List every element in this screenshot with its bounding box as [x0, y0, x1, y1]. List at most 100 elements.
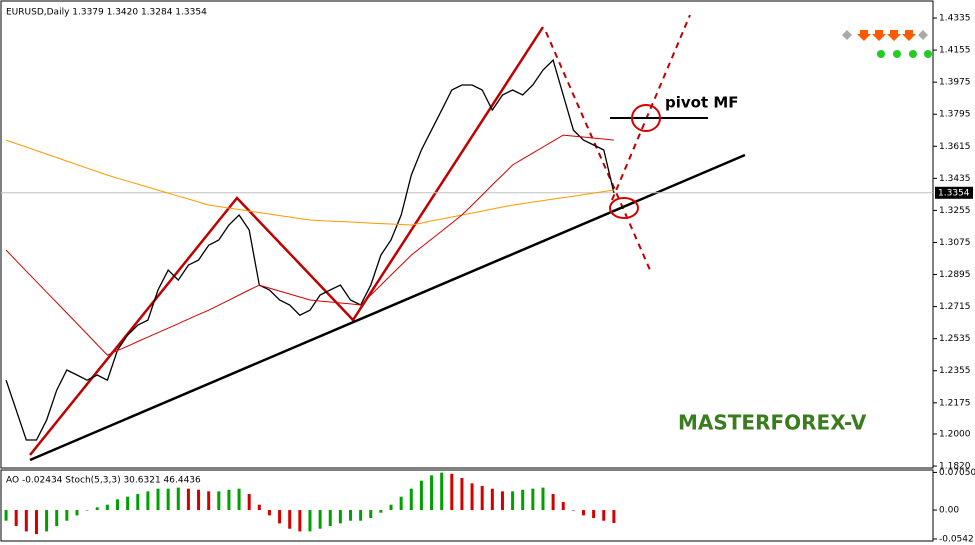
y-tick-label: 1.3615	[939, 142, 971, 152]
ao-bar	[318, 510, 322, 529]
ao-bar	[490, 488, 494, 511]
arrow-icon	[887, 30, 901, 41]
y-tick-label: 1.2355	[939, 366, 971, 376]
ao-bar	[207, 491, 211, 511]
ao-bar	[24, 510, 28, 532]
zigzag	[29, 26, 545, 456]
sub-frame	[0, 469, 934, 542]
ao-bar	[136, 494, 140, 511]
price-marker-label: 1.3354	[938, 188, 970, 198]
signal-icons	[842, 30, 932, 58]
moving-average	[5, 134, 614, 356]
ao-bar	[500, 491, 504, 511]
ao-bar	[75, 510, 79, 516]
ao-bar	[55, 510, 59, 527]
dashed-line	[611, 14, 691, 201]
y-tick-label: 0.07050	[939, 468, 975, 478]
ao-bar	[592, 510, 596, 519]
ao-bar	[328, 510, 332, 527]
ao-bar	[612, 510, 616, 524]
y-tick-label: 1.1820	[939, 462, 971, 472]
ao-bar	[511, 491, 515, 511]
ao-bar	[430, 475, 434, 511]
ao-bar	[278, 510, 282, 524]
y-tick-label: 1.3435	[939, 174, 971, 184]
main-frame	[0, 0, 934, 469]
ao-bar	[14, 510, 18, 527]
ao-bar	[399, 496, 403, 511]
y-tick-label: 1.2895	[939, 270, 971, 280]
chart-title: AO -0.02434 Stoch(5,3,3) 30.6321 46.4436	[6, 476, 201, 486]
ao-bar	[379, 510, 383, 513]
moving-average	[5, 139, 614, 226]
dot-icon	[924, 50, 932, 58]
ao-bar	[257, 504, 261, 511]
ao-bar	[156, 488, 160, 511]
dot-icon	[893, 50, 901, 58]
annotation: pivot MF	[665, 94, 739, 112]
price-line-series	[5, 58, 615, 441]
touch-circle	[609, 197, 639, 219]
ao-bar	[176, 487, 180, 511]
arrow-icon	[872, 30, 886, 41]
ao-bar	[571, 510, 575, 511]
y-tick-label: -0.0542	[939, 534, 974, 544]
y-tick-label: 1.3255	[939, 206, 971, 216]
diamond-icon	[842, 30, 852, 40]
y-tick-label: 1.2535	[939, 334, 971, 344]
ao-bar	[288, 510, 292, 529]
dot-icon	[877, 50, 885, 58]
ao-bar	[409, 488, 413, 511]
y-tick-label: 1.2175	[939, 398, 971, 408]
y-tick-label: 1.4155	[939, 46, 971, 56]
ao-bar	[186, 488, 190, 511]
ao-bar	[359, 510, 363, 521]
y-tick-label: 1.2000	[939, 429, 971, 439]
ao-bar	[450, 473, 454, 511]
ao-bar	[389, 504, 393, 511]
ao-bar	[45, 510, 49, 532]
ao-bar	[34, 510, 38, 535]
ao-bar	[419, 480, 423, 511]
drawings	[29, 14, 746, 462]
ao-bar	[247, 494, 251, 511]
ao-bar	[227, 489, 231, 511]
ao-bar	[217, 491, 221, 511]
diamond-icon	[918, 30, 928, 40]
y-tick-label: 1.2715	[939, 302, 971, 312]
ao-bar	[602, 510, 606, 521]
ao-bar	[105, 504, 109, 511]
ao-bar	[349, 510, 352, 521]
ao-bar	[521, 489, 525, 511]
ao-bar	[267, 510, 271, 516]
y-tick-label: 1.3975	[939, 78, 971, 88]
dot-icon	[909, 50, 917, 58]
ao-bar	[460, 478, 464, 511]
ao-bar	[126, 496, 130, 511]
ao-bar	[85, 510, 89, 511]
ao-bar	[338, 510, 342, 524]
ao-bar	[298, 510, 302, 532]
ao-bar	[470, 483, 474, 511]
annotation: MASTERFOREX-V	[678, 411, 867, 435]
ao-bar	[551, 494, 555, 511]
ao-bar	[4, 510, 8, 521]
ao-bar	[582, 510, 585, 516]
price-marker	[935, 186, 973, 199]
y-tick-label: 0.00	[939, 506, 959, 516]
trend-line	[29, 153, 746, 462]
chart-title: EURUSD,Daily 1.3379 1.3420 1.3284 1.3354	[6, 8, 207, 18]
y-tick-label: 1.4335	[939, 14, 971, 24]
pivot-circle	[631, 104, 661, 132]
ao-bar	[116, 499, 119, 511]
ao-bar	[146, 491, 150, 511]
ao-bar	[531, 488, 535, 511]
ao-bar	[166, 488, 170, 511]
arrow-icon	[857, 30, 871, 41]
y-tick-label: 1.3075	[939, 238, 971, 248]
ao-bar	[197, 489, 201, 511]
ao-bar	[237, 488, 241, 511]
ao-bar	[440, 472, 444, 511]
